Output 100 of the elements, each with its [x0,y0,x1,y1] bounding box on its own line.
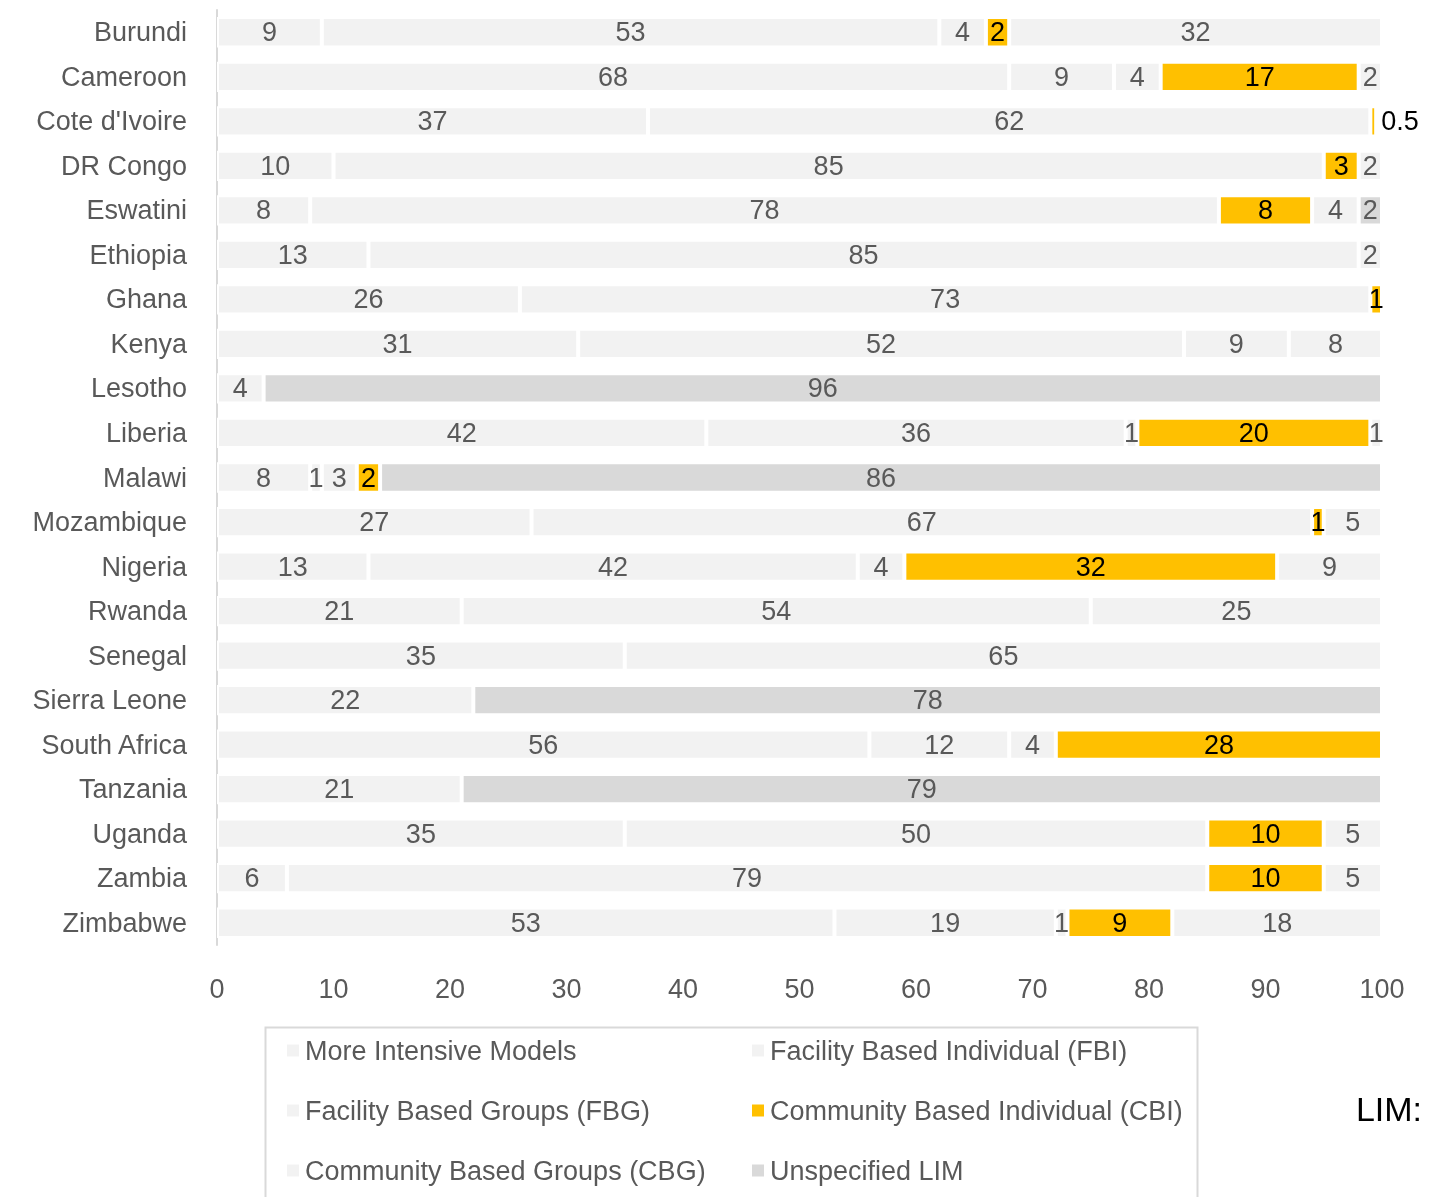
x-tick-label: 70 [1017,973,1048,1004]
x-tick-label: 80 [1133,973,1165,1004]
data-label: 28 [1203,729,1234,760]
data-label: 2 [1362,195,1378,226]
data-label: 32 [1180,17,1211,48]
data-label: 31 [382,328,413,359]
data-label: 13 [277,551,308,582]
data-label: 3 [1333,150,1349,181]
y-tick-label: Nigeria [101,551,188,582]
data-label: 2 [1362,239,1378,270]
data-label: 35 [405,640,436,671]
data-label: 62 [994,106,1025,137]
data-label: 9 [1322,551,1338,582]
data-label: 5 [1345,818,1361,849]
data-label: 53 [615,17,646,48]
y-tick-label: Eswatini [86,195,187,226]
data-label: 5 [1345,863,1361,894]
data-label: 4 [1024,729,1041,760]
data-label: 21 [324,596,355,627]
text: LIM: [1355,1090,1422,1128]
data-label: 78 [912,685,943,716]
data-label: 6 [244,863,260,894]
data-label: 22 [330,685,361,716]
data-label: 79 [732,863,763,894]
legend-label: Facility Based Individual (FBI) [770,1035,1128,1066]
data-label: 4 [873,551,889,582]
y-tick-label: Uganda [92,818,188,849]
data-label: 1 [308,462,324,493]
data-label: 86 [866,462,897,493]
y-tick-label: Zambia [96,863,188,894]
data-label: 2 [360,462,376,493]
data-label: 21 [324,774,355,805]
y-tick-label: Tanzania [78,774,188,805]
legend-label: Unspecified LIM [770,1155,964,1186]
legend-label: Community Based Individual (CBI) [770,1095,1183,1126]
data-label: 9 [1054,61,1070,92]
data-label: 8 [1257,195,1274,226]
data-label: 3 [331,462,347,493]
data-label: 78 [749,195,780,226]
data-label: 42 [598,551,629,582]
x-tick-label: 50 [784,973,815,1004]
y-tick-label: Mozambique [32,507,187,538]
data-label: 37 [417,106,448,137]
y-tick-label: Zimbabwe [62,907,187,938]
data-label: 53 [510,907,541,938]
legend-label: More Intensive Models [305,1035,577,1066]
data-label: 9 [261,17,277,48]
x-tick-label: 20 [434,973,466,1004]
y-tick-label: Kenya [110,328,188,359]
data-label: 9 [1228,328,1244,359]
data-label: 25 [1221,596,1252,627]
data-label: 13 [277,239,308,270]
x-tick-label: 100 [1359,973,1405,1004]
data-label: 2 [1362,150,1378,181]
x-tick-label: 10 [318,973,349,1004]
data-label: 2 [1362,61,1378,92]
data-label: 79 [906,774,937,805]
data-label: 54 [761,596,792,627]
y-tick-label: Ethiopia [89,239,188,270]
data-label: 2 [990,17,1006,48]
data-label: 96 [807,373,838,404]
data-label: 12 [924,729,955,760]
data-label: 20 [1238,417,1269,448]
x-tick-label: 30 [551,973,582,1004]
data-label: 1 [1368,417,1384,448]
data-label: 8 [1327,328,1343,359]
data-label: 68 [598,61,629,92]
x-tick-label: 40 [667,973,699,1004]
y-tick-label: Lesotho [90,373,187,404]
y-tick-label: Rwanda [87,596,188,627]
y-tick-label: Liberia [105,417,188,448]
data-label: 4 [955,17,971,48]
data-label: 10 [1250,863,1281,894]
data-label: 10 [1250,818,1281,849]
data-label: 27 [359,507,390,538]
data-label: 1 [1124,417,1140,448]
data-label: 1 [1054,907,1070,938]
y-tick-label: South Africa [41,729,188,760]
data-label: 4 [1129,61,1145,92]
data-label: 8 [256,462,272,493]
data-label: 36 [900,417,932,448]
data-label: 56 [528,729,559,760]
y-tick-label: DR Congo [60,150,187,181]
data-label: 4 [1327,195,1343,226]
x-tick-label: 60 [900,973,932,1004]
data-label: 4 [232,373,248,404]
legend-label: Facility Based Groups (FBG) [305,1095,651,1126]
legend-label: Community Based Groups (CBG) [305,1155,706,1186]
data-label: 50 [900,818,932,849]
data-label: 85 [813,150,844,181]
data-label: 26 [353,284,384,315]
x-tick-label: 90 [1250,973,1281,1004]
data-label: 35 [405,818,436,849]
data-label: 52 [866,328,897,359]
y-tick-label: Malawi [102,462,187,493]
data-label: 67 [906,507,937,538]
data-label: 42 [446,417,477,448]
data-label: 5 [1345,507,1361,538]
data-label: 8 [256,195,272,226]
data-label: 9 [1112,907,1128,938]
